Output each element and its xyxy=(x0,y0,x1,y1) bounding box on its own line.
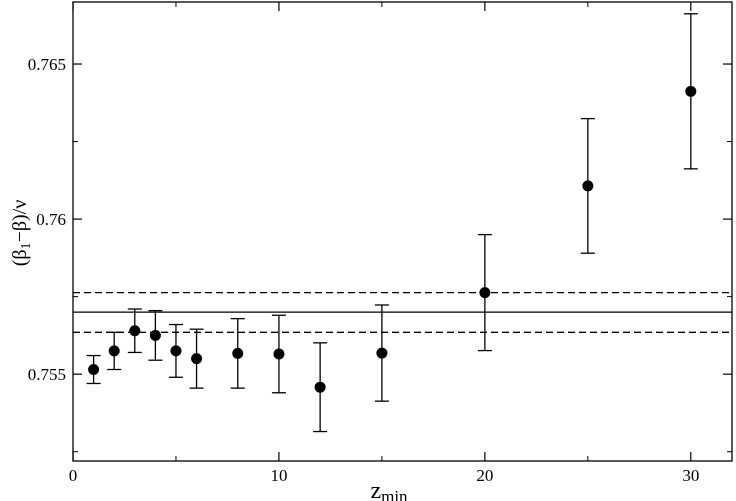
data-marks xyxy=(86,13,698,433)
x-tick-label: 20 xyxy=(476,466,493,485)
reference-lines xyxy=(73,291,732,333)
x-tick-label: 0 xyxy=(69,466,78,485)
data-point-group xyxy=(477,233,492,352)
data-point xyxy=(149,329,161,341)
data-point-group xyxy=(313,342,328,433)
data-point-group xyxy=(107,331,122,371)
x-tick-label: 10 xyxy=(270,466,287,485)
data-point xyxy=(479,287,491,299)
data-point-group xyxy=(148,309,163,361)
data-point xyxy=(191,353,203,365)
y-axis-label: (β1−β)/ν xyxy=(9,200,34,267)
data-point-group xyxy=(189,328,204,389)
data-point-group xyxy=(86,354,101,385)
y-tick-label: 0.765 xyxy=(28,55,66,74)
data-point xyxy=(685,85,697,97)
axis-ticks: 0 10 20 30 0.755 0.76 0.765 xyxy=(28,2,732,485)
data-point-group xyxy=(374,304,389,402)
data-point xyxy=(129,325,141,337)
y-tick-label: 0.76 xyxy=(36,210,66,229)
y-axis-label-subscript: 1 xyxy=(19,242,34,249)
data-point xyxy=(314,381,326,393)
data-point xyxy=(108,345,120,357)
data-point-group xyxy=(168,323,183,378)
y-axis-label-pre: (β xyxy=(9,249,31,266)
x-axis-label: zmin xyxy=(370,478,408,501)
y-axis-label-post: −β)/ν xyxy=(9,200,31,243)
data-point-group xyxy=(271,314,286,394)
x-axis-label-main: z xyxy=(370,478,381,501)
data-point xyxy=(232,347,244,359)
x-tick-label: 30 xyxy=(682,466,699,485)
data-point xyxy=(582,180,594,192)
data-point-group xyxy=(580,117,595,254)
data-point xyxy=(376,347,388,359)
data-point xyxy=(273,348,285,360)
data-point xyxy=(88,364,100,376)
y-tick-label: 0.755 xyxy=(28,365,66,384)
data-point xyxy=(170,345,182,357)
data-point-group xyxy=(683,13,698,170)
data-point-group xyxy=(127,308,142,354)
plot-frame xyxy=(72,1,733,462)
x-axis-label-subscript: min xyxy=(381,487,408,501)
data-point-group xyxy=(230,317,245,389)
